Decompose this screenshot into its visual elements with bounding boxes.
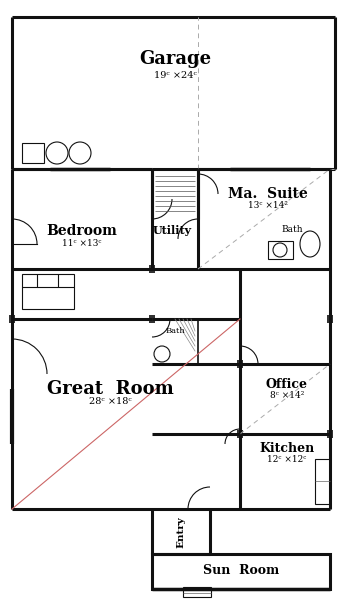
Bar xyxy=(237,430,243,438)
Text: Great  Room: Great Room xyxy=(47,380,173,398)
Bar xyxy=(183,587,211,597)
Bar xyxy=(149,315,155,323)
Text: Sun  Room: Sun Room xyxy=(203,564,279,577)
Text: 19ᶜ ×24ᶜ: 19ᶜ ×24ᶜ xyxy=(154,71,197,80)
Bar xyxy=(9,315,15,323)
Bar xyxy=(237,360,243,368)
Text: Ma.  Suite: Ma. Suite xyxy=(228,187,308,201)
Text: 13ᶜ ×14²: 13ᶜ ×14² xyxy=(248,201,288,210)
Bar xyxy=(152,554,330,589)
Text: 8ᶜ ×14²: 8ᶜ ×14² xyxy=(270,391,304,400)
Bar xyxy=(149,265,155,273)
Bar xyxy=(22,274,74,309)
Bar xyxy=(22,143,44,163)
Text: Entry: Entry xyxy=(176,516,186,548)
Bar xyxy=(327,315,333,323)
Text: Bath: Bath xyxy=(281,225,303,234)
Text: Office: Office xyxy=(266,377,308,391)
Bar xyxy=(315,459,330,504)
Bar xyxy=(327,430,333,438)
Text: 28ᶜ ×18ᶜ: 28ᶜ ×18ᶜ xyxy=(89,398,131,407)
Text: Garage: Garage xyxy=(139,50,211,68)
Bar xyxy=(268,241,293,259)
Text: Bath: Bath xyxy=(165,327,185,335)
Text: 11ᶜ ×13ᶜ: 11ᶜ ×13ᶜ xyxy=(62,238,102,247)
Text: 12ᶜ ×12ᶜ: 12ᶜ ×12ᶜ xyxy=(267,455,307,464)
Text: Bedroom: Bedroom xyxy=(47,224,117,238)
Text: Utility: Utility xyxy=(152,225,191,237)
Text: Kitchen: Kitchen xyxy=(259,443,314,455)
